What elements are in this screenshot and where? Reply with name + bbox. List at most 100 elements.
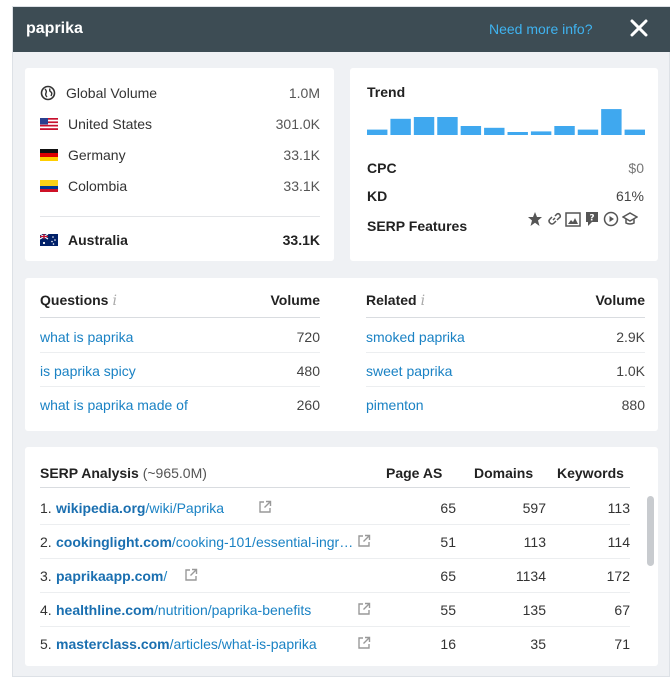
- country-volume: 33.1K: [282, 232, 320, 248]
- serp-domain: masterclass.com: [56, 636, 170, 652]
- question-row: is paprika spicy 480: [40, 353, 320, 387]
- serp-keywords: 172: [606, 568, 630, 584]
- trend-label: Trend: [367, 84, 406, 100]
- question-volume: 260: [296, 397, 320, 413]
- trend-bar: [390, 118, 411, 135]
- serp-page-as: 65: [440, 500, 456, 516]
- scrollbar[interactable]: [647, 496, 654, 566]
- volume-header: Volume: [270, 292, 320, 308]
- country-name: United States: [68, 116, 153, 132]
- related-volume: 880: [621, 397, 645, 413]
- trend-bar: [577, 129, 599, 135]
- serp-url-link[interactable]: masterclass.com/articles/what-is-paprika: [56, 636, 356, 652]
- related-keyword-link[interactable]: smoked paprika: [366, 329, 465, 345]
- serp-domains: 597: [522, 500, 546, 516]
- country-volume: 33.1K: [283, 178, 320, 194]
- question-keyword-link[interactable]: what is paprika: [40, 329, 134, 345]
- star-icon: [528, 212, 542, 226]
- us-flag-icon: [40, 118, 58, 130]
- panel-header: paprika Need more info?: [13, 7, 670, 52]
- question-keyword-link[interactable]: what is paprika made of: [40, 397, 188, 413]
- questions-section: Questions i Volume what is paprika 720 is…: [40, 292, 320, 422]
- serp-rank: 4.: [40, 602, 52, 618]
- related-header: Related i Volume: [366, 292, 645, 318]
- serp-domain: healthline.com: [56, 602, 155, 618]
- serp-url-link[interactable]: wikipedia.org/wiki/Paprika: [56, 500, 356, 516]
- serp-keywords: 113: [607, 500, 630, 516]
- de-flag-icon: [40, 149, 58, 161]
- trend-bar: [624, 129, 645, 135]
- volume-header: Volume: [595, 292, 645, 308]
- external-link-icon[interactable]: [357, 602, 371, 616]
- trend-bar: [601, 109, 622, 135]
- keywords-header: Keywords: [557, 465, 624, 481]
- graduation-cap-icon: [622, 212, 638, 225]
- serp-rank: 2.: [40, 534, 52, 550]
- trend-chart: [367, 109, 645, 135]
- need-more-info-link[interactable]: Need more info?: [489, 21, 593, 37]
- external-link-icon[interactable]: [357, 534, 371, 548]
- question-row: what is paprika 720: [40, 319, 320, 353]
- serp-url-link[interactable]: healthline.com/nutrition/paprika-benefit…: [56, 602, 356, 618]
- serp-keywords: 67: [614, 602, 630, 618]
- country-name: Australia: [68, 232, 128, 248]
- external-link-icon[interactable]: [357, 636, 371, 650]
- video-icon: [603, 211, 619, 227]
- serp-path: /cooking-101/essential-ingredients/papri…: [171, 534, 356, 550]
- cpc-label: CPC: [367, 160, 397, 176]
- serp-domains: 1134: [515, 568, 546, 584]
- keyword-overview-panel: paprika Need more info? Global Volume 1.…: [12, 6, 670, 677]
- related-row: smoked paprika 2.9K: [366, 319, 645, 353]
- related-section: Related i Volume smoked paprika 2.9K swee…: [366, 292, 645, 422]
- related-row: sweet paprika 1.0K: [366, 353, 645, 387]
- serp-page-as: 51: [440, 534, 456, 550]
- globe-icon: [40, 85, 56, 101]
- serp-path: /wiki/Paprika: [145, 500, 225, 516]
- keyword-title: paprika: [26, 20, 83, 37]
- au-flag-icon: [40, 234, 58, 246]
- close-icon[interactable]: [627, 16, 651, 40]
- kd-value: 61%: [615, 188, 644, 204]
- country-row[interactable]: United States 301.0K: [40, 115, 320, 135]
- trend-bar: [460, 126, 482, 135]
- serp-result-row: 4. healthline.com/nutrition/paprika-bene…: [40, 593, 630, 627]
- serp-header: SERP Analysis (~965.0M) Page AS Domains …: [40, 465, 640, 485]
- serp-domains: 35: [530, 636, 546, 652]
- serp-title: SERP Analysis: [40, 465, 139, 481]
- info-icon[interactable]: i: [420, 293, 426, 309]
- serp-path: /: [163, 568, 168, 584]
- country-row[interactable]: Colombia 33.1K: [40, 177, 320, 197]
- kd-label: KD: [367, 188, 388, 204]
- external-link-icon[interactable]: [184, 568, 198, 582]
- link-icon: [548, 212, 562, 225]
- serp-page-as: 55: [440, 602, 456, 618]
- co-flag-icon: [40, 180, 58, 192]
- selected-country-row[interactable]: Australia 33.1K: [40, 231, 320, 251]
- question-row: what is paprika made of 260: [40, 387, 320, 421]
- info-icon[interactable]: i: [112, 293, 117, 309]
- trend-bar: [367, 129, 388, 135]
- related-volume: 1.0K: [616, 363, 645, 379]
- serp-domain: cookinglight.com: [56, 534, 172, 550]
- trend-bar: [413, 117, 435, 135]
- question-keyword-link[interactable]: is paprika spicy: [40, 363, 136, 379]
- country-row[interactable]: Germany 33.1K: [40, 146, 320, 166]
- serp-features-label: SERP Features: [367, 218, 468, 234]
- serp-domain: wikipedia.org: [56, 500, 146, 516]
- serp-rank: 5.: [40, 636, 52, 652]
- serp-rank: 3.: [40, 568, 52, 584]
- global-volume-row: Global Volume 1.0M: [40, 84, 320, 104]
- metrics-card: Trend CPC $0 KD 61% SERP Features ?: [350, 68, 658, 261]
- related-keyword-link[interactable]: pimenton: [366, 397, 424, 413]
- serp-result-row: 2. cookinglight.com/cooking-101/essentia…: [40, 525, 630, 559]
- trend-bar: [437, 117, 458, 135]
- country-volume: 33.1K: [283, 147, 320, 163]
- related-row: pimenton 880: [366, 387, 645, 421]
- serp-url-link[interactable]: cookinglight.com/cooking-101/essential-i…: [56, 534, 356, 550]
- serp-domains: 135: [522, 602, 546, 618]
- external-link-icon[interactable]: [258, 500, 272, 514]
- question-volume: 720: [296, 329, 320, 345]
- related-keyword-link[interactable]: sweet paprika: [366, 363, 453, 379]
- serp-url-link[interactable]: paprikaapp.com/: [56, 568, 356, 584]
- svg-text:?: ?: [589, 214, 594, 224]
